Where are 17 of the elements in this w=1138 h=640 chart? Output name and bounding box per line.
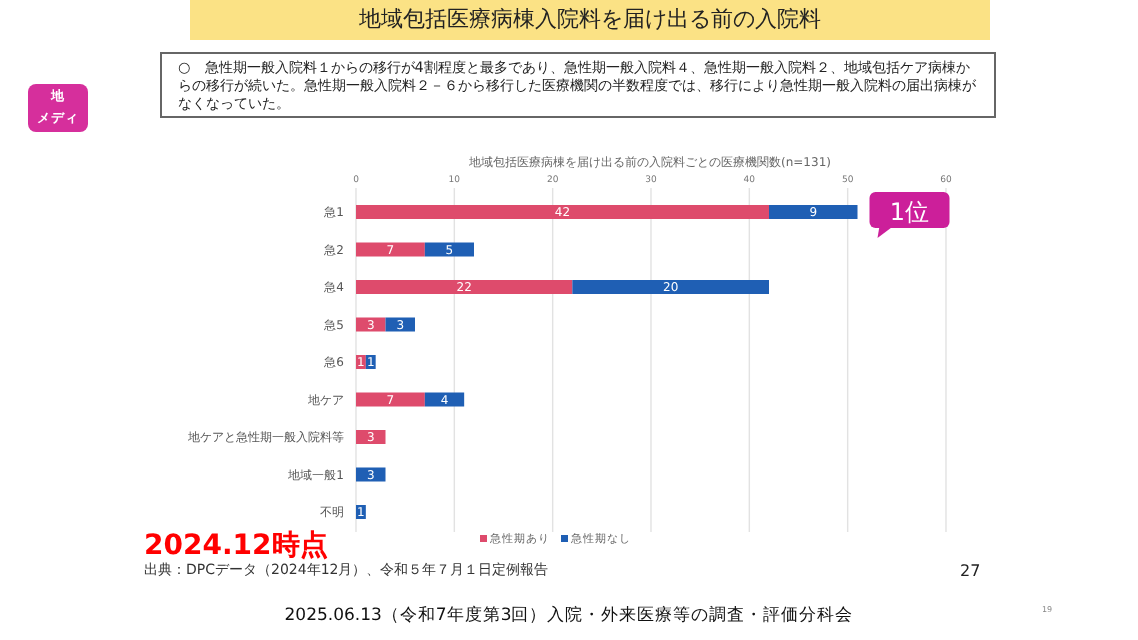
- chart-title: 地域包括医療病棟入院料を届け出る前の入院料: [190, 0, 990, 40]
- bar: [424, 392, 465, 407]
- bar: [769, 205, 858, 219]
- bar: [356, 280, 573, 294]
- text: 2025.06.13（令和7年度第3回）入院・外来医療等の調査・評価分科会: [284, 606, 854, 626]
- bar: [424, 242, 474, 257]
- callout: 1位: [869, 192, 950, 238]
- bar: [572, 280, 769, 294]
- bar: [356, 430, 386, 444]
- annotation: 1位: [889, 198, 930, 226]
- text: 27: [960, 562, 981, 580]
- text: 2024.12時点: [144, 528, 328, 562]
- bar: [356, 467, 386, 482]
- bar: [356, 205, 769, 219]
- bar: [356, 317, 386, 332]
- bar: [356, 242, 425, 257]
- bar: [356, 392, 425, 407]
